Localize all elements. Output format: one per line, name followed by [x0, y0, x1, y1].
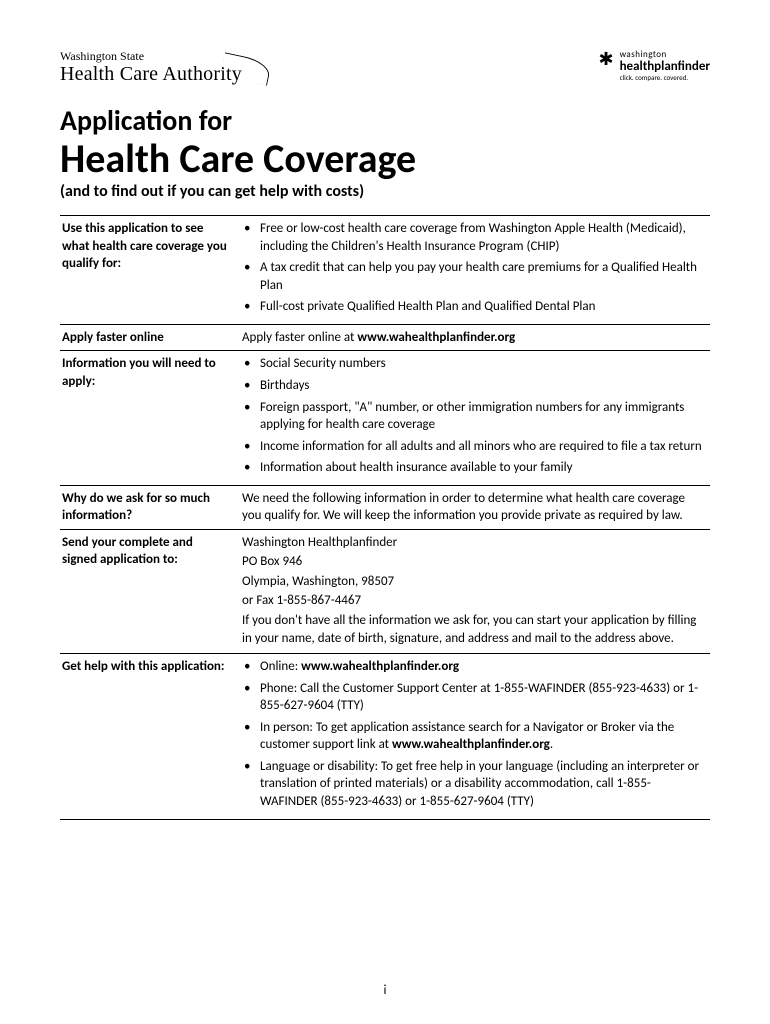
- subtitle: (and to find out if you can get help wit…: [60, 182, 710, 201]
- row-label: Use this application to see what health …: [60, 216, 240, 325]
- table-row: Why do we ask for so much information? W…: [60, 485, 710, 529]
- list-item: A tax credit that can help you pay your …: [242, 259, 704, 294]
- row-content: Social Security numbers Birthdays Foreig…: [240, 351, 710, 485]
- header-logos: Washington State Health Care Authority ✱…: [60, 50, 710, 85]
- row-content: Washington Healthplanfinder PO Box 946 O…: [240, 529, 710, 653]
- url-text: www.wahealthplanfinder.org: [392, 737, 550, 752]
- table-row: Send your complete and signed applicatio…: [60, 529, 710, 653]
- address-line: PO Box 946: [242, 553, 704, 571]
- row-label: Apply faster online: [60, 324, 240, 351]
- table-row: Use this application to see what health …: [60, 216, 710, 325]
- logo-hca-line1: Washington State: [60, 50, 242, 63]
- list-item: Phone: Call the Customer Support Center …: [242, 680, 704, 715]
- asterisk-icon: ✱: [598, 50, 613, 68]
- address-line: or Fax 1-855-867-4467: [242, 592, 704, 610]
- logo-hca-line2: Health Care Authority: [60, 63, 242, 85]
- table-row: Get help with this application: Online: …: [60, 654, 710, 819]
- logo-hpf-line2: healthplanfinder: [620, 60, 710, 74]
- info-table: Use this application to see what health …: [60, 215, 710, 819]
- row-content: Apply faster online at www.wahealthplanf…: [240, 324, 710, 351]
- list-item: Foreign passport, "A" number, or other i…: [242, 399, 704, 434]
- row-label: Send your complete and signed applicatio…: [60, 529, 240, 653]
- row-content: Free or low-cost health care coverage fr…: [240, 216, 710, 325]
- page-number: i: [0, 983, 770, 998]
- logo-hca: Washington State Health Care Authority: [60, 50, 242, 85]
- list-item: Birthdays: [242, 377, 704, 395]
- row-label: Get help with this application:: [60, 654, 240, 819]
- logo-hpf-tagline: click. compare. covered.: [620, 74, 710, 82]
- table-row: Apply faster online Apply faster online …: [60, 324, 710, 351]
- list-item: Information about health insurance avail…: [242, 459, 704, 477]
- title-line2: Health Care Coverage: [60, 138, 710, 180]
- list-item: Income information for all adults and al…: [242, 438, 704, 456]
- list-item: Full-cost private Qualified Health Plan …: [242, 298, 704, 316]
- url-text: www.wahealthplanfinder.org: [301, 659, 459, 674]
- list-item: Language or disability: To get free help…: [242, 758, 704, 811]
- row-label: Why do we ask for so much information?: [60, 485, 240, 529]
- list-item: Social Security numbers: [242, 355, 704, 373]
- table-row: Information you will need to apply: Soci…: [60, 351, 710, 485]
- list-item: Online: www.wahealthplanfinder.org: [242, 658, 704, 676]
- row-label: Information you will need to apply:: [60, 351, 240, 485]
- row-content: Online: www.wahealthplanfinder.org Phone…: [240, 654, 710, 819]
- address-line: Washington Healthplanfinder: [242, 534, 704, 552]
- row-content: We need the following information in ord…: [240, 485, 710, 529]
- list-item: Free or low-cost health care coverage fr…: [242, 220, 704, 255]
- address-note: If you don't have all the information we…: [242, 612, 704, 647]
- logo-hpf: ✱ washington healthplanfinder click. com…: [598, 50, 710, 82]
- list-item: In person: To get application assistance…: [242, 719, 704, 754]
- url-text: www.wahealthplanfinder.org: [357, 330, 515, 345]
- title-line1: Application for: [60, 103, 710, 138]
- address-line: Olympia, Washington, 98507: [242, 573, 704, 591]
